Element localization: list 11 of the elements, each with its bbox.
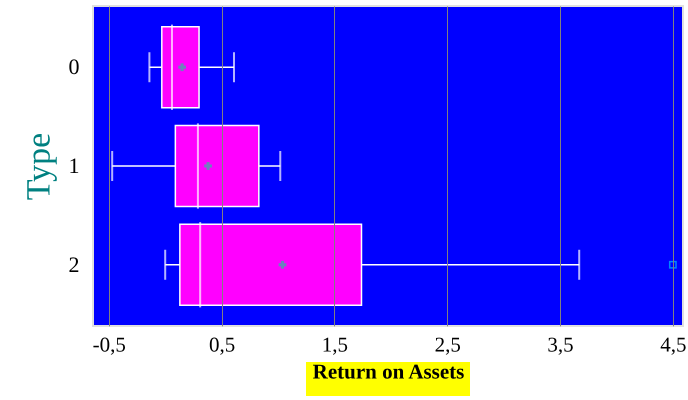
x-tick-label: 3,5 [547,332,574,356]
x-tick-label: 2,5 [434,332,461,356]
y-axis-title: Type [20,132,58,200]
x-tick-label: 4,5 [660,332,686,356]
x-tick-label: -0,5 [92,332,126,356]
y-tick-label: 0 [68,54,80,80]
x-tick-label: 1,5 [322,332,348,356]
x-tick-label: 0,5 [208,332,236,356]
x-axis-title: Return on Assets [312,360,464,384]
y-tick-label: 2 [68,252,80,277]
y-tick-label: 1 [68,153,80,178]
